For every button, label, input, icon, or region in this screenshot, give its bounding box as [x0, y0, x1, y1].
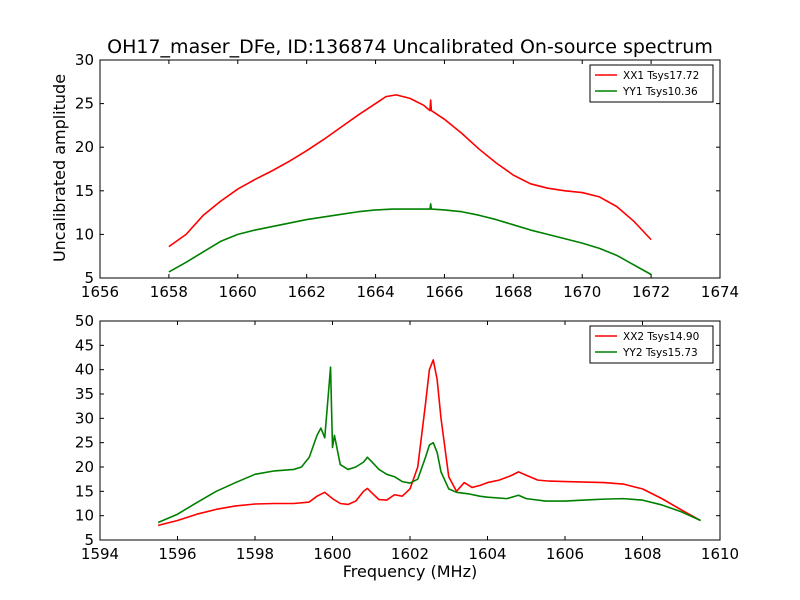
top-y-tick-label: 20 [75, 138, 94, 156]
bottom-x-tick-label: 1598 [236, 545, 274, 563]
bottom-y-tick-label: 40 [75, 361, 94, 379]
top-y-tick-label: 25 [75, 95, 94, 113]
top-y-tick-label: 5 [84, 269, 94, 287]
bottom-legend-label-1: XX2 Tsys14.90 [623, 331, 699, 343]
top-y-tick-label: 10 [75, 225, 94, 243]
top-x-tick-label: 1658 [150, 283, 188, 301]
top-x-tick-label: 1674 [701, 283, 739, 301]
top-plot: Uncalibrated amplitude 1656 1658 1660 1662 1… [50, 51, 739, 301]
bottom-y-tick-label: 10 [75, 507, 94, 525]
top-x-tick-label: 1664 [356, 283, 394, 301]
bottom-y-tick-label: 30 [75, 409, 94, 427]
top-series-line-2 [168, 203, 652, 276]
bottom-x-tick-label: 1600 [313, 545, 351, 563]
top-x-tick-label: 1666 [425, 283, 463, 301]
top-x-tick-label: 1672 [632, 283, 670, 301]
top-legend-label-2: YY1 Tsys10.36 [622, 86, 698, 98]
top-series-line-1 [168, 94, 652, 248]
bottom-legend-label-2: YY2 Tsys15.73 [622, 347, 698, 359]
bottom-y-tick-label: 20 [75, 458, 94, 476]
top-y-tick-label: 15 [75, 182, 94, 200]
top-y-axis-label: Uncalibrated amplitude [50, 74, 69, 262]
bottom-x-tick-label: 1596 [158, 545, 196, 563]
top-legend-label-1: XX1 Tsys17.72 [623, 70, 699, 82]
bottom-y-tick-label: 45 [75, 336, 94, 354]
bottom-x-tick-label: 1608 [623, 545, 661, 563]
bottom-series-line-2 [157, 366, 701, 524]
bottom-series-line-1 [157, 359, 702, 527]
top-x-tick-label: 1662 [288, 283, 326, 301]
bottom-x-tick-label: 1606 [546, 545, 584, 563]
bottom-x-tick-label: 1604 [468, 545, 506, 563]
top-x-tick-label: 1670 [563, 283, 601, 301]
bottom-y-tick-label: 35 [75, 385, 94, 403]
bottom-x-axis-label: Frequency (MHz) [343, 562, 477, 581]
bottom-x-tick-label: 1594 [81, 545, 119, 563]
bottom-y-tick-label: 25 [75, 434, 94, 452]
top-x-tick-label: 1660 [219, 283, 257, 301]
chart-title: OH17_maser_DFe, ID:136874 Uncalibrated O… [107, 36, 713, 58]
bottom-plot: Frequency (MHz) 1594 1596 1598 1600 1602 1604… [75, 312, 739, 581]
bottom-legend: XX2 Tsys14.90 YY2 Tsys15.73 [589, 325, 714, 364]
top-y-tick-label: 30 [75, 51, 94, 69]
bottom-y-tick-label: 50 [75, 312, 94, 330]
bottom-x-tick-label: 1610 [701, 545, 739, 563]
bottom-x-tick-label: 1602 [391, 545, 429, 563]
top-legend: XX1 Tsys17.72 YY1 Tsys10.36 [589, 64, 714, 103]
top-x-tick-label: 1668 [494, 283, 532, 301]
top-axes-frame [99, 59, 721, 279]
bottom-y-tick-label: 15 [75, 482, 94, 500]
top-x-tick-label: 1656 [81, 283, 119, 301]
bottom-y-tick-label: 5 [84, 531, 94, 549]
